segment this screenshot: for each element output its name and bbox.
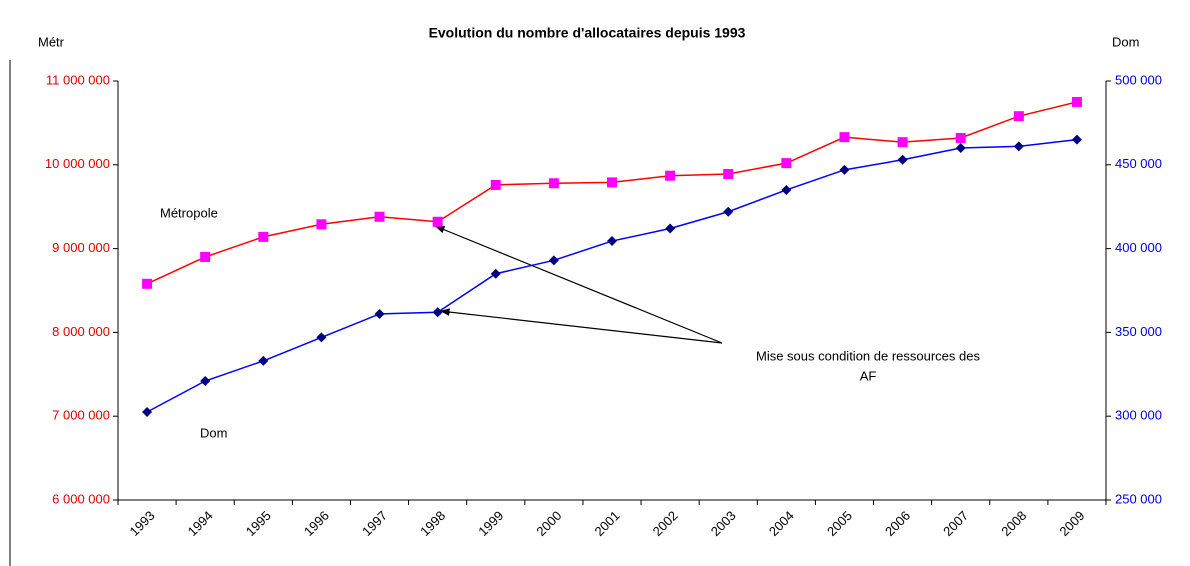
x-tick-label: 2003: [708, 508, 739, 539]
x-tick-label: 1994: [185, 508, 216, 539]
y2-tick-label: 350 000: [1115, 324, 1162, 339]
y-tick-label: 8 000 000: [52, 324, 110, 339]
point: [665, 170, 676, 181]
x-tick-label: 1997: [359, 508, 390, 539]
y-tick-label: 9 000 000: [52, 240, 110, 255]
point: [432, 216, 443, 227]
x-tick-label: 2005: [824, 508, 855, 539]
y2-tick-label: 400 000: [1115, 240, 1162, 255]
point: [607, 236, 617, 247]
point: [897, 137, 908, 148]
y2-axis-label: Dom: [1112, 34, 1139, 49]
point: [142, 278, 153, 289]
series-label: Métropole: [160, 205, 218, 220]
y2-tick-label: 250 000: [1115, 491, 1162, 506]
x-tick-label: 2001: [591, 508, 622, 539]
point: [548, 255, 559, 266]
point: [1013, 111, 1024, 122]
point: [723, 206, 734, 217]
x-tick-label: 1998: [417, 508, 448, 539]
point: [839, 164, 850, 175]
annotation: AF: [860, 368, 877, 383]
point: [316, 332, 327, 343]
x-tick-label: 2002: [650, 508, 681, 539]
point: [490, 268, 501, 279]
x-tick-label: 1993: [127, 508, 158, 539]
point: [897, 154, 908, 165]
point: [316, 219, 327, 230]
point: [607, 177, 617, 188]
x-tick-label: 1995: [243, 508, 274, 539]
arrow: [434, 225, 723, 344]
point: [432, 307, 443, 318]
x-tick-label: 2009: [1056, 508, 1087, 539]
y-axis-label: Métr: [38, 34, 65, 49]
x-tick-label: 1999: [475, 508, 506, 539]
chart-title: Evolution du nombre d'allocataires depui…: [429, 25, 746, 41]
point: [374, 211, 385, 222]
y2-tick-label: 450 000: [1115, 156, 1162, 171]
point: [839, 132, 850, 143]
point: [1071, 96, 1082, 107]
y2-tick-label: 300 000: [1115, 408, 1162, 423]
point: [1071, 134, 1082, 145]
point: [258, 231, 269, 242]
y-tick-label: 10 000 000: [45, 156, 110, 171]
x-tick-label: 2006: [882, 508, 913, 539]
point: [1013, 141, 1024, 152]
x-tick-label: 2008: [998, 508, 1029, 539]
point: [200, 376, 211, 387]
x-tick-label: 1996: [301, 508, 332, 539]
series-label: Dom: [200, 425, 227, 440]
annotation: Mise sous condition de ressources des: [756, 348, 981, 363]
point: [665, 223, 676, 234]
y-tick-label: 7 000 000: [52, 408, 110, 423]
point: [200, 251, 211, 262]
y-tick-label: 11 000 000: [46, 72, 110, 87]
point: [258, 355, 269, 366]
y2-tick-label: 500 000: [1115, 72, 1162, 87]
point: [781, 184, 792, 195]
y-tick-label: 6 000 000: [52, 491, 110, 506]
point: [955, 143, 966, 154]
point: [374, 308, 385, 319]
x-tick-label: 2004: [766, 508, 797, 539]
point: [142, 407, 153, 418]
point: [548, 178, 559, 189]
point: [723, 169, 734, 180]
x-tick-label: 2007: [940, 508, 971, 539]
arrow: [439, 308, 723, 344]
point: [781, 158, 792, 169]
point: [955, 132, 966, 143]
series-line: [146, 101, 1078, 285]
x-tick-label: 2000: [533, 508, 564, 539]
point: [490, 179, 501, 190]
